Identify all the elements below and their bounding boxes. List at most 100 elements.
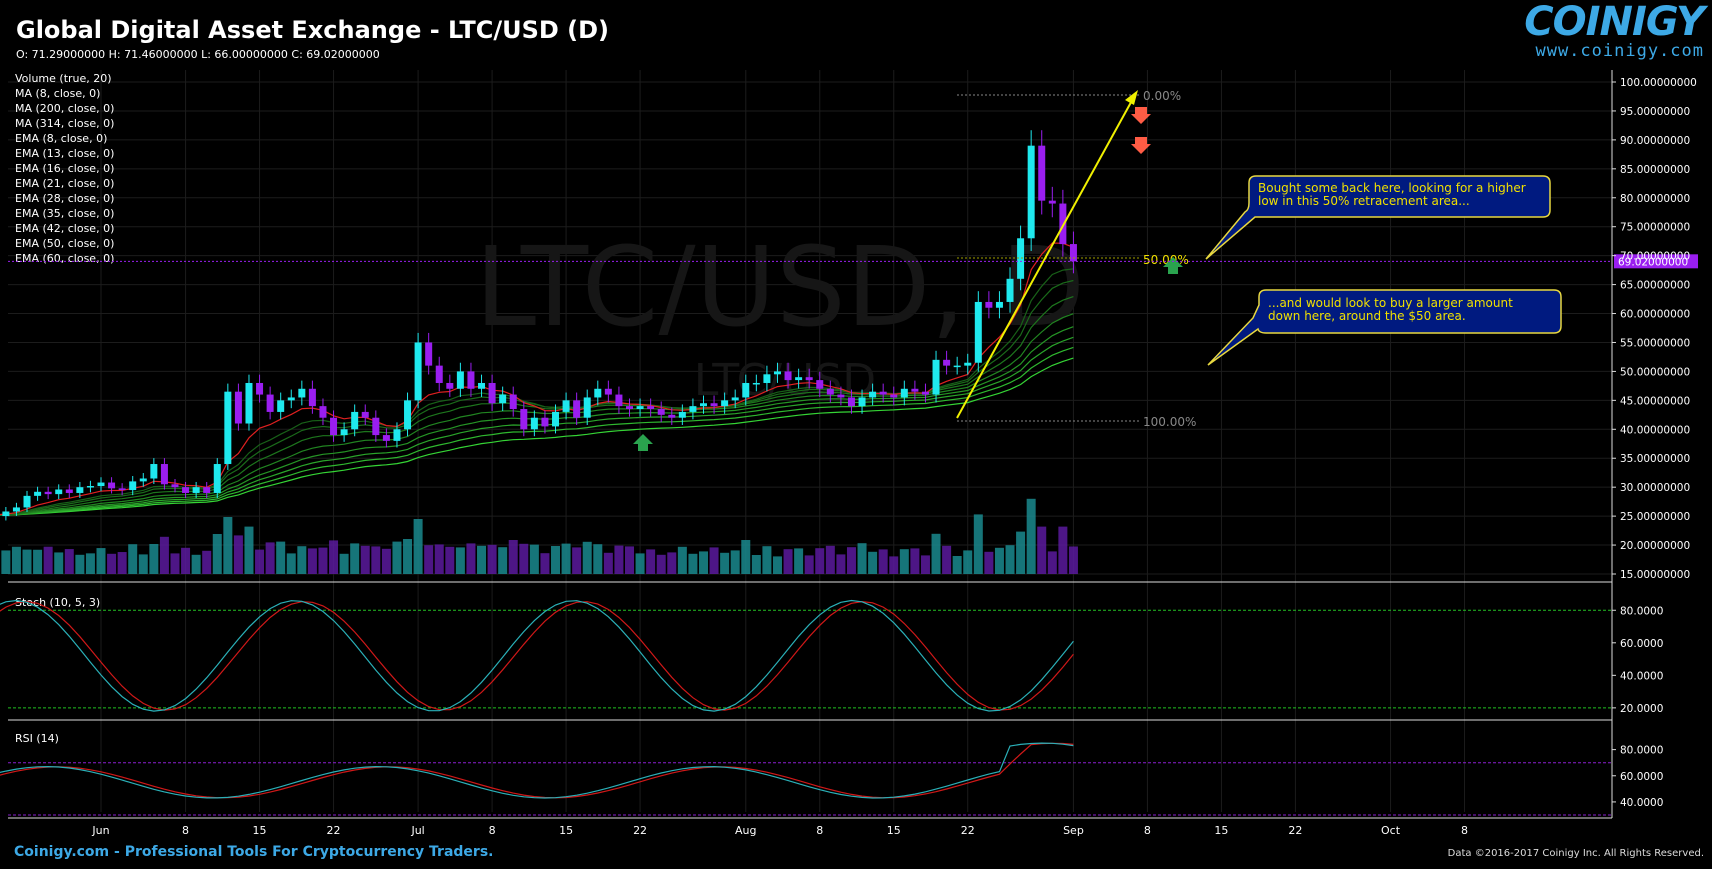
price-tick-label: 90.00000000 bbox=[1620, 135, 1690, 147]
candle-body bbox=[351, 411, 359, 430]
callout-2-line1: ...and would look to buy a larger amount bbox=[1268, 296, 1513, 310]
candle-body bbox=[847, 397, 855, 407]
volume-bar bbox=[477, 545, 487, 574]
candle-body bbox=[340, 429, 348, 436]
volume-bar bbox=[519, 543, 529, 574]
time-tick-label: 15 bbox=[1214, 824, 1228, 837]
time-tick-label: 8 bbox=[489, 824, 496, 837]
candle-body bbox=[562, 400, 570, 412]
volume-bar bbox=[741, 540, 751, 574]
volume-bar bbox=[403, 539, 413, 574]
candle-body bbox=[837, 394, 845, 398]
pane-label: Stoch (10, 5, 3) bbox=[15, 596, 100, 609]
volume-bar bbox=[994, 547, 1004, 574]
volume-bar bbox=[54, 552, 64, 574]
indicator-label: EMA (28, close, 0) bbox=[15, 192, 114, 205]
indicator-label: EMA (8, close, 0) bbox=[15, 132, 107, 145]
price-tick-label: 70.00000000 bbox=[1620, 251, 1690, 263]
candle-body bbox=[446, 382, 454, 389]
volume-bar bbox=[1058, 526, 1068, 574]
candle-body bbox=[626, 406, 633, 410]
buy-arrow bbox=[633, 434, 653, 451]
candle-body bbox=[1048, 200, 1056, 204]
volume-bar bbox=[286, 553, 296, 574]
pane-tick-label: 20.0000 bbox=[1620, 703, 1663, 715]
volume-bar bbox=[614, 545, 624, 574]
candle-body bbox=[287, 397, 295, 401]
candle-body bbox=[604, 388, 612, 395]
ema-ribbon bbox=[0, 242, 1074, 516]
candle-body bbox=[615, 394, 623, 407]
candle-body bbox=[594, 388, 602, 398]
volume-bar bbox=[170, 553, 180, 574]
volume-bar bbox=[572, 547, 582, 574]
candle-body bbox=[805, 377, 813, 381]
volume-bar bbox=[635, 553, 645, 574]
volume-bar bbox=[952, 556, 962, 574]
volume-bar bbox=[244, 526, 254, 574]
candle-body bbox=[76, 487, 84, 493]
candle-body bbox=[710, 403, 718, 407]
volume-bar bbox=[371, 546, 381, 574]
volume-bar bbox=[846, 547, 856, 574]
indicator-label: EMA (21, close, 0) bbox=[15, 177, 114, 190]
volume-bar bbox=[984, 551, 994, 574]
volume-bar bbox=[75, 554, 85, 574]
price-tick-label: 95.00000000 bbox=[1620, 106, 1690, 118]
volume-bar bbox=[96, 548, 106, 574]
rsi-pane: RSI (14) 80.0000 60.0000 40.0000 bbox=[0, 732, 1663, 816]
volume-bar bbox=[667, 552, 677, 574]
pane-label: RSI (14) bbox=[15, 732, 59, 745]
candle-body bbox=[488, 382, 496, 404]
volume-bar bbox=[698, 551, 708, 574]
volume-bar bbox=[466, 543, 476, 574]
volume-bar bbox=[424, 545, 434, 574]
time-tick-label: Jul bbox=[410, 824, 424, 837]
callout-2-line2: down here, around the $50 area. bbox=[1268, 309, 1466, 323]
volume-bar bbox=[33, 549, 43, 574]
indicator-legend: Volume (true, 20) MA (8, close, 0) MA (200… bbox=[15, 72, 114, 265]
time-tick-label: 22 bbox=[633, 824, 647, 837]
candle-body bbox=[234, 391, 242, 424]
price-tick-label: 25.00000000 bbox=[1620, 511, 1690, 523]
candle-body bbox=[86, 486, 94, 488]
last-price-badge bbox=[1614, 254, 1698, 269]
volume-bar bbox=[720, 552, 730, 574]
candle-body bbox=[541, 417, 549, 427]
volume-bar bbox=[181, 547, 191, 574]
candle-body bbox=[689, 406, 697, 412]
time-axis: Jun 8 15 22 Jul 8 15 22 Aug 8 15 22 Sep 8 15 22 Oct 8 bbox=[91, 824, 1468, 837]
annotations: Bought some back here, looking for a hig… bbox=[1205, 175, 1562, 366]
volume-bar bbox=[11, 546, 21, 574]
volume-bar bbox=[455, 547, 465, 574]
volume-bar bbox=[318, 547, 328, 574]
candle-body bbox=[224, 391, 232, 465]
price-tick-label: 100.00000000 bbox=[1620, 77, 1697, 89]
ema-line bbox=[0, 326, 1074, 516]
candle-body bbox=[647, 406, 655, 410]
volume-bar bbox=[794, 548, 804, 574]
volume-bar bbox=[709, 547, 719, 574]
volume-bar bbox=[413, 519, 423, 574]
volume-bar bbox=[487, 544, 497, 574]
price-tick-label: 75.00000000 bbox=[1620, 222, 1690, 234]
volume-bar bbox=[815, 548, 825, 574]
volume-bars bbox=[1, 498, 1078, 574]
ema-line bbox=[0, 336, 1074, 516]
time-tick-label: 8 bbox=[816, 824, 823, 837]
price-axis: 100.00000000 95.00000000 90.00000000 85.000… bbox=[1612, 77, 1697, 581]
volume-bar bbox=[551, 546, 561, 574]
volume-bar bbox=[223, 517, 233, 574]
candle-body bbox=[858, 397, 866, 407]
candle-body bbox=[911, 388, 919, 392]
candle-body bbox=[266, 394, 274, 412]
volume-bar bbox=[339, 553, 349, 574]
candle-body bbox=[245, 382, 253, 424]
volume-bar bbox=[1026, 498, 1036, 574]
candle-body bbox=[2, 511, 10, 517]
volume-bar bbox=[128, 544, 138, 574]
pane-signal-line bbox=[0, 742, 1074, 799]
time-tick-label: Jun bbox=[91, 824, 109, 837]
price-tick-label: 40.00000000 bbox=[1620, 424, 1690, 436]
